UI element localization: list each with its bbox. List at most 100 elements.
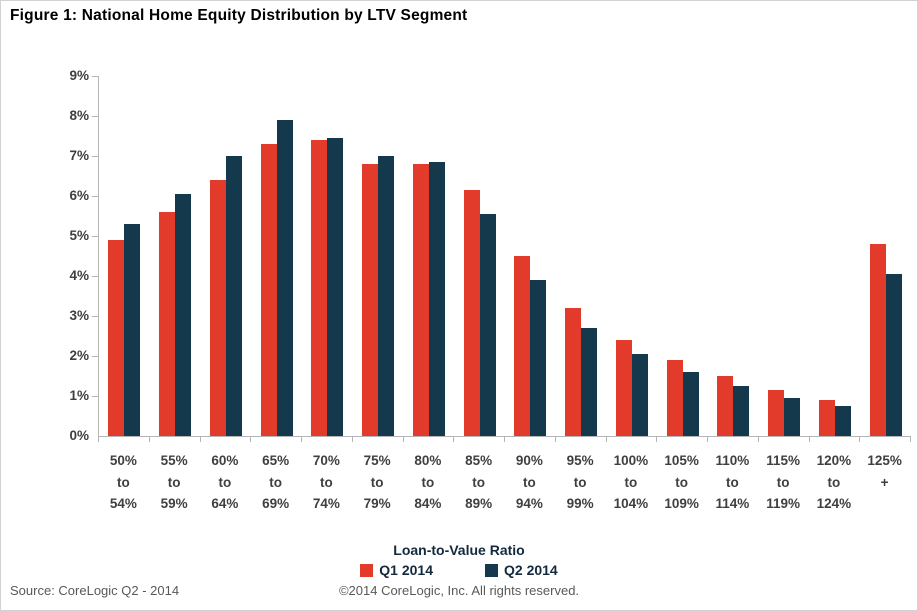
bar-group [708,76,759,436]
x-tick-label-line: to [320,474,333,490]
y-tick-mark [92,396,98,397]
x-tick-label: 120% to 124% [809,450,860,515]
y-tick-label: 4% [69,268,89,283]
legend: Q1 2014 Q2 2014 [1,562,917,578]
bar-group [860,76,911,436]
bar-q1-2014 [209,180,226,436]
x-tick-mark [707,437,708,442]
x-tick-label-line: 110% [715,453,750,468]
bar-group [353,76,404,436]
x-tick-label-line: to [776,474,790,490]
bars-container [99,76,911,436]
bar-q2-2014 [175,194,192,436]
x-tick-label-line: to [675,474,688,490]
bar-q1-2014 [362,164,379,436]
x-tick-label-line: 79% [363,496,391,511]
bar-q2-2014 [428,162,445,436]
bar-group [404,76,455,436]
x-tick-mark [453,437,455,442]
x-tick-label: 90% to 94% [504,450,555,515]
x-tick-label: 100% to 104% [606,450,657,515]
x-tick-label-line: 84% [414,496,442,511]
x-tick-mark [554,437,556,442]
x-tick-label-line: 120% [816,453,852,468]
x-tick-label-line: 80% [414,453,442,468]
x-axis-title: Loan-to-Value Ratio [393,542,525,558]
bar-q1-2014 [565,308,582,436]
bar-q2-2014 [276,120,293,436]
bar-group [251,76,302,436]
x-tick-label-line: 109% [664,496,699,511]
legend-item: Q1 2014 [360,562,433,578]
x-tick-label-line: 119% [766,496,801,511]
x-tick-label: 75% to 79% [352,450,403,515]
x-tick-label: 105% to 109% [656,450,707,515]
legend-swatch-icon [360,563,374,577]
x-axis-labels: 50% to 54% 55% to 59% 60% to 64% 65% to 69% 70% to 74%… [98,450,910,515]
x-tick-mark [605,437,607,442]
x-tick-label-line: 50% [109,453,137,468]
x-tick-label-line: to [523,474,536,490]
bar-q2-2014 [784,398,801,436]
x-tick-label-line: 100% [613,453,649,468]
x-tick-label-line: to [827,474,841,490]
y-tick-label: 3% [69,308,89,323]
y-tick-label: 6% [69,188,89,203]
x-tick-mark [250,437,252,442]
bar-q1-2014 [717,376,734,436]
x-tick-label-line: 70% [312,453,340,468]
x-tick-label: 110% to 114% [707,450,758,515]
x-tick-label-line: to [472,474,485,490]
bar-q1-2014 [108,240,125,436]
bar-q2-2014 [327,138,344,436]
bar-group [201,76,252,436]
x-tick-label-line: 65% [262,453,290,468]
bar-q2-2014 [581,328,598,436]
bar-q1-2014 [514,256,531,436]
x-tick-label-line: 85% [465,453,493,468]
x-tick-label-line: to [370,474,384,490]
y-tick-mark [92,316,98,317]
y-tick-mark [92,236,98,237]
x-tick-label: 125% + [859,450,910,515]
x-tick-mark [351,437,353,442]
x-tick-label-line: 115% [766,453,801,468]
bar-q2-2014 [682,372,699,436]
bar-group [556,76,607,436]
x-tick-label-line: to [573,474,587,490]
bar-q1-2014 [666,360,683,436]
x-tick-label-line: 74% [312,496,340,511]
x-tick-label: 70% to 74% [301,450,352,515]
bar-q1-2014 [615,340,632,436]
bar-q2-2014 [225,156,242,436]
x-tick-label-line: 105% [664,453,699,468]
bar-q2-2014 [530,280,547,436]
x-tick-label-line: 104% [613,496,649,511]
x-tick-label-line: to [421,474,435,490]
x-tick-label-line: 75% [363,453,391,468]
x-tick-label-line: 54% [109,496,137,511]
x-tick-label-line: 125% [867,453,902,468]
x-tick-label: 60% to 64% [200,450,251,515]
x-tick-label-line: 90% [515,453,543,468]
bar-q1-2014 [463,190,480,436]
x-tick-label-line: 124% [816,496,852,511]
y-tick-mark [92,276,98,277]
x-tick-label-line: 69% [262,496,290,511]
x-tick-label-line: 95% [566,453,594,468]
x-tick-label-line: to [624,474,638,490]
x-tick-label: 55% to 59% [149,450,200,515]
y-tick-label: 9% [69,68,89,83]
bar-q2-2014 [733,386,750,436]
bar-q1-2014 [768,390,785,436]
y-tick-mark [92,116,98,117]
y-tick-mark [92,156,98,157]
x-tick-mark [757,437,759,442]
x-tick-mark [504,437,505,442]
x-tick-label-line: + [880,474,889,490]
x-tick-label-line: to [167,474,181,490]
x-tick-mark [656,437,658,442]
y-tick-mark [92,356,98,357]
bar-q1-2014 [869,244,886,436]
